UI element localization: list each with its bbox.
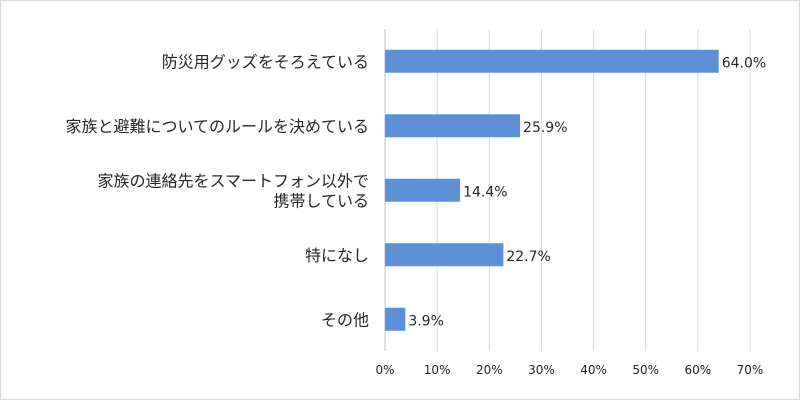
category-label: 家族と避難についてのルールを決めている xyxy=(65,117,369,136)
bar xyxy=(385,114,521,138)
x-tick-label: 70% xyxy=(737,363,764,377)
category-label: 特になし xyxy=(305,246,369,265)
category-label: 防災用グッズをそろえている xyxy=(162,52,369,71)
x-tick-label: 40% xyxy=(580,363,607,377)
bar xyxy=(385,49,719,73)
category-label: 携帯している xyxy=(273,191,369,210)
x-tick-label: 60% xyxy=(685,363,712,377)
value-label: 25.9% xyxy=(523,120,567,136)
x-tick-label: 30% xyxy=(528,363,555,377)
value-label: 64.0% xyxy=(722,55,766,71)
bar xyxy=(385,243,504,267)
x-tick-label: 20% xyxy=(476,363,503,377)
x-tick-label: 0% xyxy=(375,363,394,377)
value-label: 14.4% xyxy=(463,184,507,200)
x-tick-label: 50% xyxy=(632,363,659,377)
value-label: 3.9% xyxy=(408,313,444,329)
category-label: 家族の連絡先をスマートフォン以外で xyxy=(97,171,369,190)
category-label: その他 xyxy=(321,310,369,329)
bar xyxy=(385,178,461,202)
x-tick-label: 10% xyxy=(424,363,451,377)
value-label: 22.7% xyxy=(506,249,550,265)
bar xyxy=(385,307,406,331)
